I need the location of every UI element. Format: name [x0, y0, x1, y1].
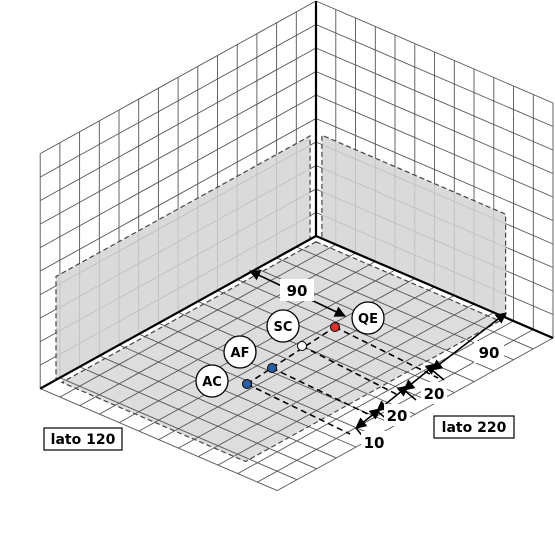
dim-20a-arrow	[403, 363, 437, 391]
point-qe: QE	[330, 301, 385, 335]
dim-20b-bg	[384, 404, 410, 426]
grid-line	[118, 344, 357, 448]
grid-line	[39, 24, 317, 178]
af-marker	[267, 363, 277, 373]
sc-label: SC	[274, 320, 293, 335]
dim-90-top-label: 90	[287, 282, 308, 300]
grid-line	[315, 94, 554, 198]
qe-callout-circle	[351, 301, 385, 335]
tick-1	[431, 369, 445, 381]
ac-guide-line	[246, 383, 351, 435]
grid-line	[315, 47, 554, 151]
point-af: AF	[223, 335, 277, 373]
point-sc: SC	[266, 309, 307, 351]
grid-line	[39, 0, 317, 154]
qe-marker	[330, 322, 340, 332]
sc-marker	[297, 341, 307, 351]
dim-90-right-arrow	[431, 312, 507, 371]
grid-line	[39, 118, 317, 272]
dim-20b-label: 20	[387, 407, 408, 425]
tick-2	[403, 389, 417, 401]
side-right-box	[433, 415, 515, 439]
grid-line	[315, 234, 554, 340]
af-label: AF	[231, 346, 250, 361]
grid-line	[39, 94, 317, 248]
grid-line	[79, 366, 317, 470]
dim-90-right-label: 90	[479, 344, 500, 362]
dim-90-top-bg	[280, 279, 314, 301]
dim-20b-arrow	[376, 385, 409, 412]
grid-line	[315, 24, 554, 127]
grid-line	[315, 0, 554, 104]
grid-line	[177, 311, 416, 415]
grid-line	[315, 71, 554, 174]
grid-line	[59, 377, 298, 481]
qe-label: QE	[358, 312, 378, 327]
grid-line	[39, 47, 317, 201]
grid-line	[40, 388, 278, 492]
af-callout-circle	[223, 335, 257, 369]
room-edges	[39, 1, 554, 390]
dim-10-arrow	[355, 408, 381, 429]
point-ac: AC	[195, 364, 252, 398]
points-connector-line	[246, 326, 336, 385]
dim-10-bg	[361, 431, 387, 453]
dim-90-right-bg	[474, 341, 504, 363]
side-left-box	[43, 427, 123, 451]
dim-20a-bg	[421, 382, 447, 404]
grid-line	[138, 333, 376, 437]
dim-20a-label: 20	[424, 385, 445, 403]
side-left-label: lato 120	[51, 432, 116, 448]
ac-callout-circle	[195, 364, 229, 398]
back-wall-panel	[321, 134, 507, 319]
af-guide-line	[271, 367, 373, 417]
grid-line	[99, 355, 337, 459]
ac-marker	[242, 379, 252, 389]
grid-line	[315, 118, 554, 221]
grid-line	[39, 235, 317, 390]
dim-10-label: 10	[364, 434, 385, 452]
ac-label: AC	[202, 375, 222, 390]
grid-line	[39, 71, 317, 225]
sc-callout-circle	[266, 309, 300, 343]
side-right-label: lato 220	[442, 420, 507, 436]
sc-guide-line	[301, 345, 399, 396]
